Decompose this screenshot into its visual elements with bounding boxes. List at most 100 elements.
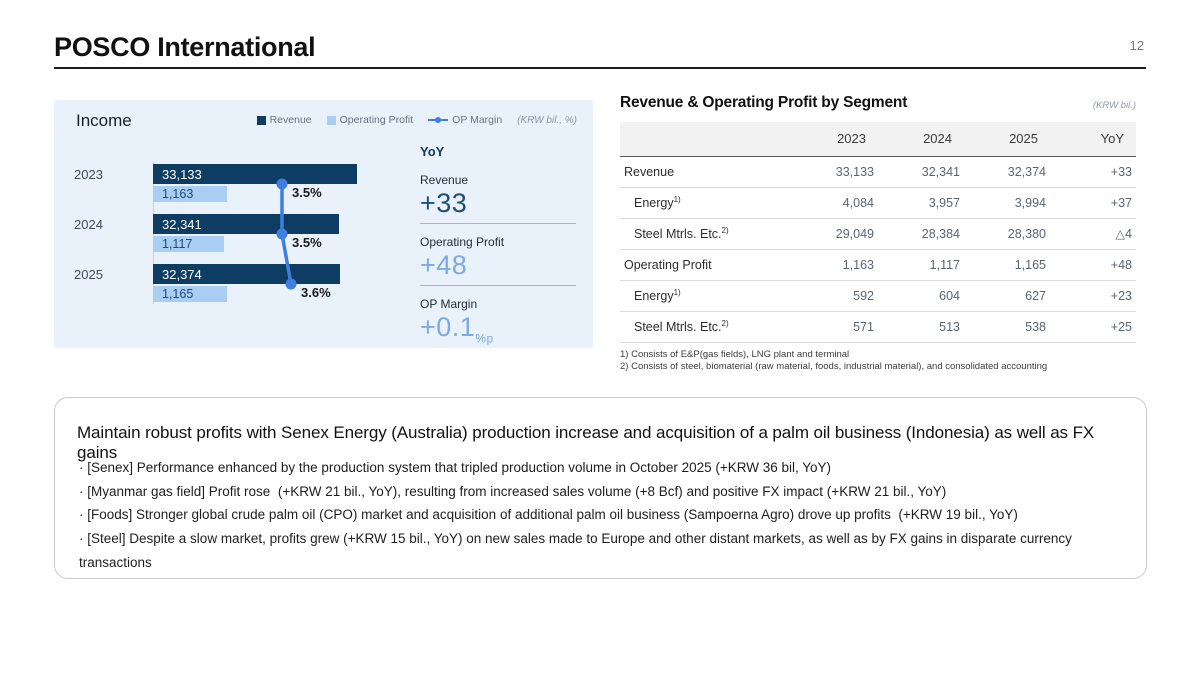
yoy-metric-value: +48: [420, 250, 468, 280]
cell-value: +48: [1050, 249, 1136, 281]
cell-value: 592: [792, 280, 878, 312]
column-header: 2024: [923, 131, 952, 147]
year-label: 2024: [74, 217, 103, 232]
cell-value: 4,084: [792, 187, 878, 219]
cell-value: 571: [792, 311, 878, 343]
revenue-bar: 32,341: [153, 214, 339, 234]
footnote: 2) Consists of steel, biomaterial (raw m…: [620, 360, 1048, 372]
yoy-metrics: Revenue +33 Operating Profit +48 OP Margin +0…: [420, 173, 576, 353]
footnote-marker: 1): [673, 287, 681, 297]
slide-title: POSCO International: [54, 32, 316, 62]
revenue-bar-value: 32,374: [162, 266, 202, 282]
segment-table-unit: (KRW bil.): [1092, 100, 1136, 111]
title-rule: [54, 67, 1146, 69]
operating-profit-swatch-icon: [326, 115, 336, 125]
row-label: Energy1): [620, 280, 792, 312]
row-label: Revenue: [620, 156, 792, 188]
column-header: 2023: [837, 131, 866, 147]
operating-profit-bar-value: 1,163: [162, 187, 194, 201]
yoy-metric-label: Revenue: [420, 173, 469, 187]
op-margin-line: [276, 178, 297, 290]
revenue-bar-value: 32,341: [162, 216, 202, 232]
yoy-metric-label: OP Margin: [420, 297, 478, 311]
operating-profit-bar: 1,165: [153, 286, 227, 302]
cell-value: 28,380: [964, 218, 1050, 250]
yoy-metric-rule: [420, 285, 576, 286]
table-footnotes: 1) Consists of E&P(gas fields), LNG plan…: [620, 349, 1136, 373]
cell-value: 1,165: [964, 249, 1050, 281]
segment-table-header: Revenue & Operating Profit by Segment (K…: [620, 94, 1136, 112]
segment-table: 2023 2024 2025 YoY Revenue 33,133 32,341 32,37…: [620, 122, 1136, 343]
op-margin-dot-icon: [285, 278, 297, 290]
cell-value: 32,341: [878, 156, 964, 188]
income-chart-panel: Income Revenue Operating Profit OP Margin (…: [54, 100, 593, 348]
operating-profit-bar: 1,163: [153, 186, 227, 202]
legend-label: OP Margin: [452, 114, 503, 126]
chart-unit-label: (KRW bil., %): [517, 114, 577, 126]
cell-value: 513: [878, 311, 964, 343]
cell-value: +37: [1050, 187, 1136, 219]
cell-value: +33: [1050, 156, 1136, 188]
revenue-bar: 33,133: [153, 164, 357, 184]
yoy-metric-value: +33: [420, 188, 468, 218]
insight-box: Maintain robust profits with Senex Energ…: [54, 397, 1147, 579]
cell-value: 627: [964, 280, 1050, 312]
table-row: Operating Profit 1,163 1,117 1,165 +48: [620, 249, 1136, 281]
yoy-metric-label: Operating Profit: [420, 235, 505, 249]
cell-value: +25: [1050, 311, 1136, 343]
cell-value: 33,133: [792, 156, 878, 188]
cell-value: 29,049: [792, 218, 878, 250]
yoy-metric-suffix: %p: [475, 331, 494, 346]
footnote-marker: 2): [721, 225, 729, 235]
op-margin-value: 3.5%: [292, 235, 322, 250]
legend-label: Operating Profit: [339, 114, 414, 126]
page-number: 12: [1129, 38, 1144, 53]
cell-value: 32,374: [964, 156, 1050, 188]
op-margin-value: 3.6%: [301, 285, 331, 300]
yoy-panel: YoY Revenue +33 Operating Profit +48 OP Marg…: [420, 144, 576, 353]
legend-item-revenue: Revenue: [256, 114, 312, 126]
yoy-metric: Operating Profit +48: [420, 235, 576, 286]
chart-legend: Revenue Operating Profit OP Margin (KRW bil…: [256, 114, 577, 126]
insight-bullet: [Myanmar gas field] Profit rose (+KRW 21…: [79, 480, 1146, 504]
operating-profit-bar-value: 1,117: [162, 237, 193, 251]
segment-table-head: 2023 2024 2025 YoY: [620, 122, 1136, 156]
year-label: 2025: [74, 267, 103, 282]
table-row: Steel Mtrls. Etc.2) 29,049 28,384 28,380 △4: [620, 218, 1136, 250]
yoy-metric-value: +0.1%p: [420, 312, 494, 346]
revenue-swatch-icon: [256, 115, 266, 125]
income-bar-chart: 2023 33,133 1,163 3.5% 2024 32,341 1,117 3.5% 20…: [54, 140, 454, 348]
cell-value: 538: [964, 311, 1050, 343]
footnote-marker: 2): [721, 318, 729, 328]
cell-value: 1,117: [878, 249, 964, 281]
cell-value: 1,163: [792, 249, 878, 281]
cell-value: +23: [1050, 280, 1136, 312]
op-margin-value: 3.5%: [292, 185, 322, 200]
op-margin-dot-icon: [276, 228, 288, 240]
yoy-metric: Revenue +33: [420, 173, 576, 224]
cell-value: 3,994: [964, 187, 1050, 219]
column-header: [620, 122, 792, 156]
table-row: Energy1) 4,084 3,957 3,994 +37: [620, 187, 1136, 219]
table-row: Revenue 33,133 32,341 32,374 +33: [620, 156, 1136, 188]
row-label: Operating Profit: [620, 249, 792, 281]
row-label: Steel Mtrls. Etc.2): [620, 218, 792, 250]
revenue-bar-value: 33,133: [162, 166, 202, 182]
legend-item-op-margin: OP Margin: [428, 114, 502, 126]
legend-item-operating-profit: Operating Profit: [326, 114, 414, 126]
table-row: Energy1) 592 604 627 +23: [620, 280, 1136, 312]
yoy-title: YoY: [420, 144, 445, 159]
segment-table-block: Revenue & Operating Profit by Segment (K…: [620, 94, 1136, 373]
cell-value: △4: [1050, 218, 1136, 250]
year-label: 2023: [74, 167, 103, 182]
column-header: YoY: [1100, 131, 1124, 147]
operating-profit-bar-value: 1,165: [162, 287, 194, 301]
cell-value: 604: [878, 280, 964, 312]
insight-bullet: [Foods] Stronger global crude palm oil (…: [79, 503, 1146, 527]
table-row: Steel Mtrls. Etc.2) 571 513 538 +25: [620, 311, 1136, 343]
legend-label: Revenue: [269, 114, 312, 126]
footnote-marker: 1): [673, 194, 681, 204]
insight-bullet: [Senex] Performance enhanced by the prod…: [79, 456, 1146, 480]
chart-title: Income: [76, 111, 132, 130]
